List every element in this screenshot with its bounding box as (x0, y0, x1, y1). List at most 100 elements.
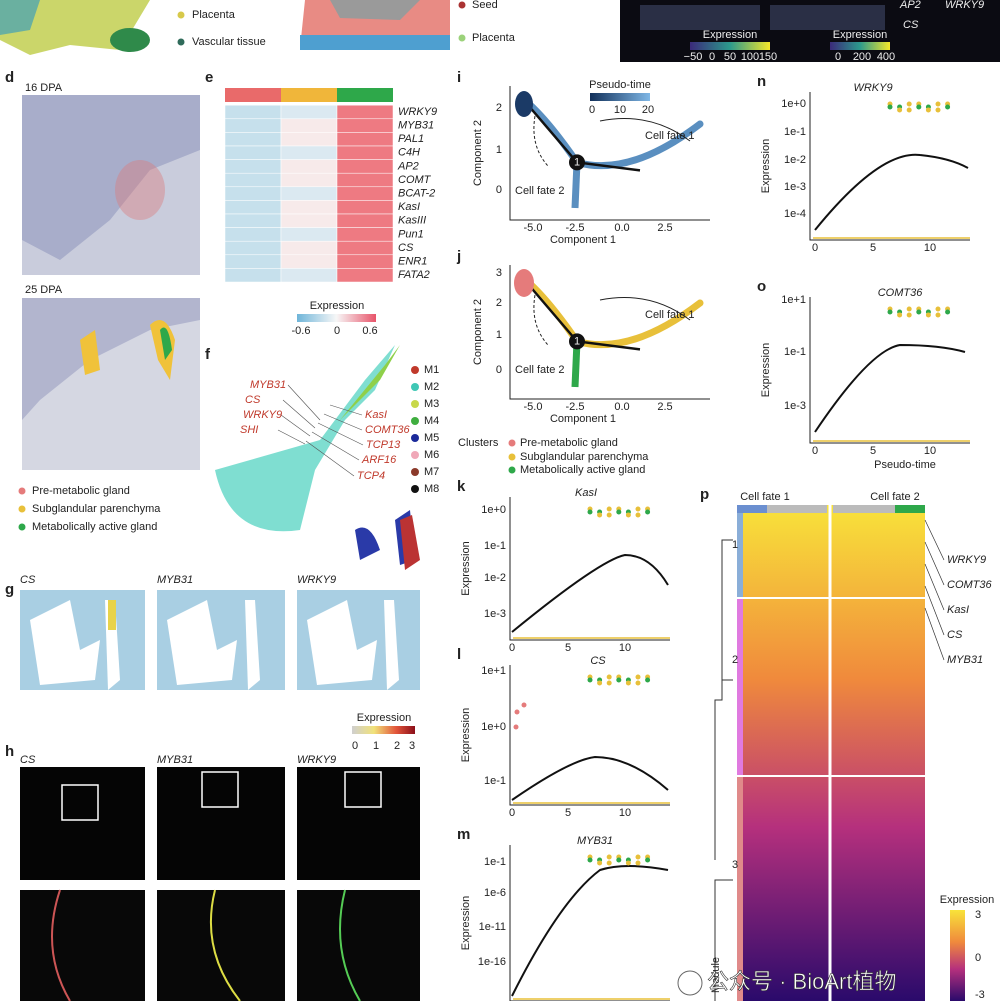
network (400, 515, 420, 570)
gene-label: TCP4 (357, 470, 385, 482)
heat-cell (280, 104, 338, 120)
panel-label: j (456, 248, 461, 265)
gene-label: ENR1 (398, 256, 427, 268)
panel-label: f (205, 346, 211, 363)
legend-title: Expression (703, 29, 757, 41)
tick-label: 0 (835, 51, 841, 63)
tick-label: 0.0 (614, 222, 629, 234)
colorbar (297, 314, 376, 322)
tick-label: 0 (589, 104, 595, 116)
dot (645, 677, 651, 683)
heat-cell (224, 268, 282, 283)
gene-label: MYB31 (398, 120, 434, 132)
dot (635, 674, 641, 680)
tick-label: 1e-11 (479, 921, 506, 933)
heat-cell (224, 213, 282, 228)
panel-label: d (5, 69, 14, 86)
heat-cell (336, 213, 394, 228)
heat-cell (336, 104, 394, 120)
dot (916, 104, 922, 110)
heat-cell (224, 132, 282, 147)
tick-label: 1e-1 (784, 126, 806, 138)
heat-cell (280, 240, 338, 256)
axis-title: Pseudo-time (874, 459, 936, 471)
gene-label: CS (20, 754, 36, 766)
tick-label: 0 (496, 364, 502, 376)
tick-label: 1e+0 (481, 721, 506, 733)
tick-label: 1e+0 (781, 98, 806, 110)
legend-label: Seed (472, 0, 498, 11)
heat-cell (280, 159, 338, 174)
heat-cell (280, 186, 338, 201)
heat-cell (280, 132, 338, 147)
panel-label: h (5, 743, 14, 760)
dot (411, 468, 419, 476)
dot (625, 512, 631, 518)
dot (597, 512, 603, 518)
gene-label: CS (20, 574, 36, 586)
heat-cell (280, 268, 338, 283)
heat-cell (280, 213, 338, 228)
tick-label: 0 (812, 445, 818, 457)
dot (645, 857, 651, 863)
tick-label: 2 (496, 102, 502, 114)
tick-label: 10 (619, 642, 631, 654)
network (215, 345, 395, 532)
tick-label: 1e-16 (478, 956, 506, 968)
arrow (533, 115, 549, 167)
dot (18, 523, 26, 531)
heat-cell (336, 145, 394, 160)
dot (935, 101, 941, 107)
gene-label: ARF16 (361, 454, 397, 466)
dot (606, 506, 612, 512)
colorbar (830, 42, 890, 50)
dot (18, 487, 26, 495)
dot (625, 860, 631, 866)
dot (616, 677, 622, 683)
dot (635, 512, 641, 518)
tick-label: 0.6 (362, 325, 377, 337)
dot (606, 674, 612, 680)
leader (924, 585, 945, 636)
tick-label: 0 (509, 807, 515, 819)
legend-label: Metabolically active gland (520, 464, 645, 476)
node-label: 1 (574, 335, 580, 347)
tick-label: 1e-1 (484, 856, 506, 868)
dot (935, 312, 941, 318)
tick-label: 3 (496, 267, 502, 279)
legend-title: Expression (357, 712, 411, 724)
label: 16 DPA (25, 82, 63, 94)
leader (277, 429, 306, 445)
dot (606, 512, 612, 518)
legend-label: M2 (424, 381, 439, 393)
module-label: 1 (732, 539, 738, 551)
tick-label: -2.5 (566, 401, 585, 413)
cluster (514, 269, 534, 297)
dot (897, 312, 903, 318)
node (569, 333, 585, 350)
curve (511, 865, 669, 997)
dot (177, 11, 185, 19)
legend-label: M1 (424, 364, 439, 376)
module-label: 2 (732, 654, 738, 666)
annotation: Cell fate 1 (645, 130, 695, 142)
dot (625, 680, 631, 686)
dot (887, 104, 893, 110)
panel-label: i (457, 69, 461, 86)
dot (606, 854, 612, 860)
tick-label: -2.5 (566, 222, 585, 234)
tick-label: 0 (975, 952, 981, 964)
heat-cell (224, 145, 282, 160)
heat-cell (224, 240, 282, 256)
heat-cell (224, 254, 282, 269)
tick-label: 2 (496, 297, 502, 309)
leader (311, 431, 360, 461)
heat-cell (224, 118, 282, 133)
dot (906, 306, 912, 312)
leader (924, 541, 945, 586)
gene-label: KasI (398, 201, 420, 213)
dot (411, 434, 419, 442)
dot (458, 34, 466, 42)
annotation: Cell fate 2 (515, 364, 565, 376)
tick-label: 1e-3 (784, 400, 806, 412)
